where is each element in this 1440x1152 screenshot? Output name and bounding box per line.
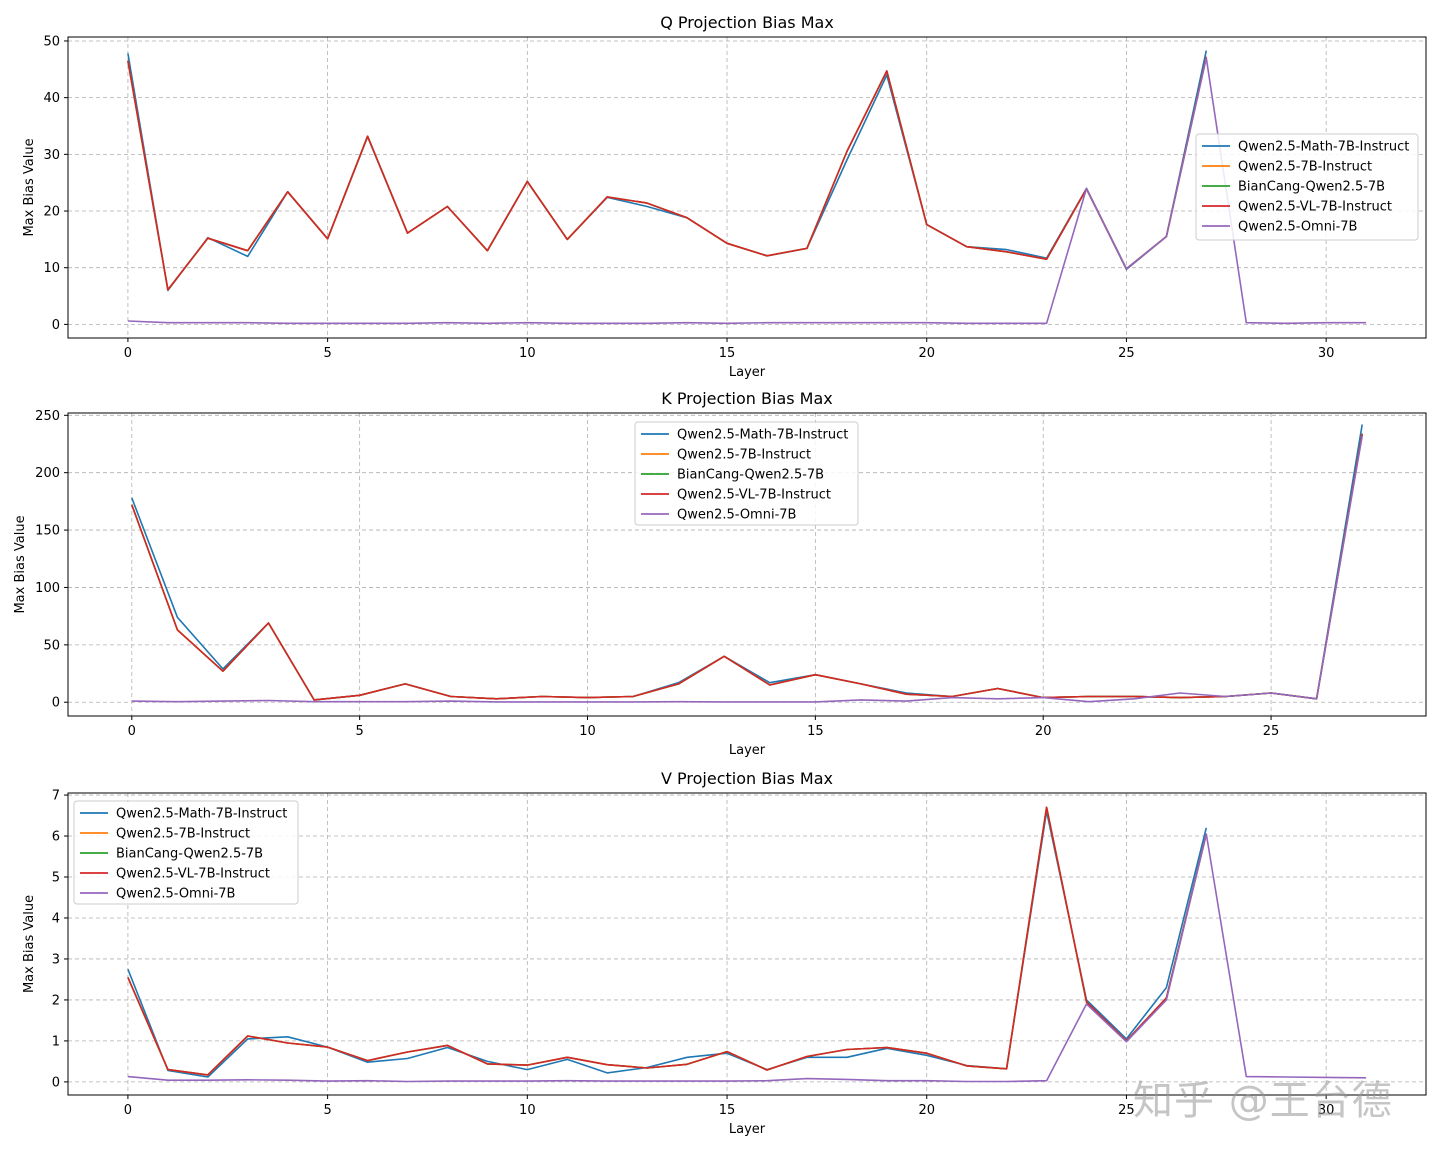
y-tick-label: 50 — [43, 34, 60, 49]
chart-panel-3: 0 5 10 15 20 25 30 0 1 2 3 4 5 6 7 V Projection Bias Ma… — [22, 769, 1427, 1137]
x-tick-label: 25 — [1263, 724, 1280, 739]
legend-box — [73, 800, 299, 905]
series-line-qwen2-5-omni-7b — [127, 833, 1367, 1083]
x-tick-label: 20 — [918, 1103, 935, 1118]
y-tick-label: 40 — [43, 91, 60, 106]
x-tick-label: 20 — [918, 346, 935, 361]
series-line-qwen2-5-vl-7b-instruct — [127, 56, 1208, 291]
y-tick-label: 0 — [52, 318, 60, 333]
y-tick-label: 100 — [35, 581, 60, 596]
y-tick-label: 1 — [52, 1034, 60, 1049]
legend: Qwen2.5-Math-7B-Instruct Qwen2.5-7B-Instr… — [634, 421, 859, 526]
x-tick-label: 10 — [579, 724, 596, 739]
legend-label: Qwen2.5-Omni-7B — [1238, 220, 1357, 235]
y-tick-label: 2 — [52, 993, 60, 1008]
y-tick-label: 150 — [35, 524, 60, 539]
y-tick-label: 4 — [52, 911, 60, 926]
legend-label: Qwen2.5-7B-Instruct — [1238, 160, 1372, 175]
legend-label: Qwen2.5-7B-Instruct — [677, 448, 811, 463]
x-tick-label: 15 — [719, 1103, 736, 1118]
x-tick-label: 0 — [128, 724, 136, 739]
legend-label: Qwen2.5-Math-7B-Instruct — [116, 807, 287, 822]
y-axis-label: Max Bias Value — [22, 138, 37, 236]
y-tick-label: 6 — [52, 830, 60, 845]
legend-label: BianCang-Qwen2.5-7B — [1238, 180, 1385, 195]
chart-title: Q Projection Bias Max — [660, 13, 834, 32]
x-tick-label: 15 — [807, 724, 824, 739]
y-tick-label: 5 — [52, 871, 60, 886]
chart-panel-1: 0 5 10 15 20 25 30 0 10 20 30 40 50 Q Projection Bias… — [22, 13, 1427, 380]
y-axis-label: Max Bias Value — [22, 895, 37, 993]
x-axis-label: Layer — [729, 365, 766, 380]
axes-frame — [67, 792, 1427, 1096]
series-line-qwen2-5-vl-7b-instruct — [131, 433, 1363, 701]
y-tick-label: 10 — [43, 261, 60, 276]
x-tick-label: 5 — [356, 724, 364, 739]
legend: Qwen2.5-Math-7B-Instruct Qwen2.5-7B-Instr… — [73, 800, 299, 905]
x-tick-label: 25 — [1118, 1103, 1135, 1118]
legend-label: BianCang-Qwen2.5-7B — [116, 847, 263, 862]
y-tick-label: 0 — [52, 696, 60, 711]
legend-label: Qwen2.5-Omni-7B — [677, 508, 796, 523]
legend-label: Qwen2.5-VL-7B-Instruct — [116, 867, 270, 882]
series-line-qwen2-5-omni-7b — [131, 435, 1363, 703]
series-line-qwen2-5-omni-7b — [127, 57, 1367, 325]
legend-label: BianCang-Qwen2.5-7B — [677, 468, 824, 483]
legend: Qwen2.5-Math-7B-Instruct Qwen2.5-7B-Instr… — [1195, 133, 1419, 241]
y-axis-label: Max Bias Value — [13, 515, 28, 613]
x-tick-label: 20 — [1035, 724, 1052, 739]
legend-label: Qwen2.5-VL-7B-Instruct — [677, 488, 831, 503]
x-axis-label: Layer — [729, 1122, 766, 1137]
y-tick-label: 200 — [35, 466, 60, 481]
series-line-qwen2-5-7b-instruct — [127, 56, 1208, 291]
chart-title: V Projection Bias Max — [661, 769, 833, 788]
y-tick-label: 3 — [52, 952, 60, 967]
axes-frame — [67, 412, 1427, 717]
x-tick-label: 5 — [323, 346, 331, 361]
series-line-qwen2-5-math-7b-instruct — [127, 50, 1208, 292]
x-tick-label: 10 — [519, 1103, 536, 1118]
x-tick-label: 30 — [1318, 1103, 1335, 1118]
x-tick-label: 15 — [719, 346, 736, 361]
x-tick-label: 5 — [323, 1103, 331, 1118]
y-tick-label: 50 — [43, 638, 60, 653]
y-tick-label: 20 — [43, 205, 60, 220]
y-tick-label: 0 — [52, 1075, 60, 1090]
y-tick-label: 7 — [52, 789, 60, 804]
legend-label: Qwen2.5-7B-Instruct — [116, 827, 250, 842]
x-tick-label: 25 — [1118, 346, 1135, 361]
x-tick-label: 0 — [124, 1103, 132, 1118]
legend-box — [1195, 133, 1419, 241]
legend-label: Qwen2.5-Omni-7B — [116, 887, 235, 902]
x-tick-label: 10 — [519, 346, 536, 361]
axes-frame — [67, 36, 1427, 339]
x-axis-label: Layer — [729, 743, 766, 758]
series-line-biancang-qwen2-5-7b — [127, 56, 1208, 291]
legend-box — [634, 421, 859, 526]
series-line-qwen2-5-vl-7b-instruct — [127, 806, 1208, 1076]
x-tick-label: 0 — [124, 346, 132, 361]
y-tick-label: 250 — [35, 409, 60, 424]
chart-title: K Projection Bias Max — [661, 389, 833, 408]
legend-label: Qwen2.5-Math-7B-Instruct — [677, 428, 848, 443]
x-tick-label: 30 — [1318, 346, 1335, 361]
legend-label: Qwen2.5-Math-7B-Instruct — [1238, 140, 1409, 155]
legend-label: Qwen2.5-VL-7B-Instruct — [1238, 200, 1392, 215]
y-tick-label: 30 — [43, 148, 60, 163]
